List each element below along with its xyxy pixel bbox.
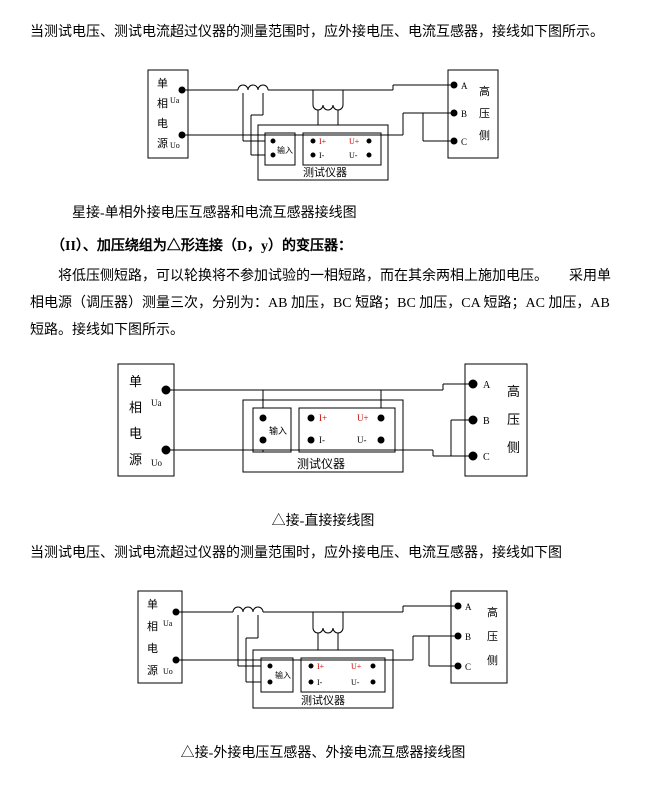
d2-ip: I+ xyxy=(319,413,327,423)
d1-hv-l1: 高 xyxy=(479,84,490,98)
diagram-1-caption: 星接-单相外接电压互感器和电流互感器接线图 xyxy=(72,201,616,228)
diagram-1: 单 相 电 源 Ua Uo 高 压 侧 A B C 测试仪器 输入 I+ I- … xyxy=(30,55,616,196)
d3-src-l2: 相 xyxy=(147,620,158,633)
para-after-d2: 当测试电压、测试电流超过仪器的测量范围时，应外接电压、电流互感器，接线如下图 xyxy=(30,541,616,568)
d2-in: 输入 xyxy=(269,425,287,436)
d3-tester-label: 测试仪器 xyxy=(301,694,345,707)
d2-hv-l1: 高 xyxy=(507,384,520,399)
d1-in: 输入 xyxy=(277,145,293,155)
d1-src-l4: 源 xyxy=(157,136,168,150)
d1-hv-l2: 压 xyxy=(479,107,490,120)
d2-a: A xyxy=(483,380,491,391)
diagram-2: 单 相 电 源 Ua Uo 高 压 侧 A B C 测试仪器 输入 I+ I- … xyxy=(30,352,616,503)
d2-uo: Uo xyxy=(151,458,162,468)
d1-c: C xyxy=(461,137,467,147)
d3-in: 输入 xyxy=(275,670,291,680)
diagram-2-caption: △接-直接接线图 xyxy=(30,509,616,536)
d2-b: B xyxy=(483,416,490,427)
d2-tester-label: 测试仪器 xyxy=(297,456,345,471)
d1-src-l1: 单 xyxy=(157,77,168,90)
d3-uo: Uo xyxy=(163,667,173,676)
d3-src-l4: 源 xyxy=(147,663,158,677)
d1-up: U+ xyxy=(349,137,360,146)
d3-im: I- xyxy=(317,678,323,687)
d1-ip: I+ xyxy=(319,137,327,146)
section-2-paragraph: 将低压侧短路，可以轮换将不参加试验的一相短路，而在其余两相上施加电压。 采用单相… xyxy=(30,264,616,344)
d2-c: C xyxy=(483,452,490,463)
d3-c: C xyxy=(465,662,471,672)
d3-up: U+ xyxy=(351,662,362,671)
d1-src-l2: 相 xyxy=(157,97,168,110)
d3-a: A xyxy=(465,602,472,612)
d1-src-l3: 电 xyxy=(157,117,168,130)
d2-up: U+ xyxy=(357,413,369,423)
d1-hv-l3: 侧 xyxy=(479,129,490,142)
intro-paragraph: 当测试电压、测试电流超过仪器的测量范围时，应外接电压、电流互感器，接线如下图所示… xyxy=(30,20,616,47)
d1-a: A xyxy=(461,81,468,91)
d2-im: I- xyxy=(319,435,325,445)
d3-hv-l2: 压 xyxy=(487,630,498,643)
d2-hv-l3: 侧 xyxy=(507,440,520,455)
section-2-heading: （II）、加压绕组为△形连接（D，y）的变压器： xyxy=(51,234,616,261)
d1-uo: Uo xyxy=(170,141,180,150)
d2-src-l2: 相 xyxy=(129,400,142,415)
d3-b: B xyxy=(465,632,471,642)
d3-hv-l3: 侧 xyxy=(487,654,498,667)
d3-hv-l1: 高 xyxy=(487,605,498,619)
d2-src-l1: 单 xyxy=(129,374,142,389)
d3-src-l1: 单 xyxy=(147,598,158,611)
d2-src-l4: 源 xyxy=(129,452,142,467)
d2-hv-l2: 压 xyxy=(507,412,520,427)
d1-im: I- xyxy=(319,151,325,160)
d1-ua: Ua xyxy=(170,96,180,105)
d2-src-l3: 电 xyxy=(129,426,142,441)
d3-um: U- xyxy=(351,678,360,687)
diagram-3-caption: △接-外接电压互感器、外接电流互感器接线图 xyxy=(30,741,616,768)
d1-b: B xyxy=(461,109,467,119)
d3-ip: I+ xyxy=(317,662,325,671)
d1-tester-label: 测试仪器 xyxy=(303,166,347,179)
d3-ua: Ua xyxy=(163,619,173,628)
d2-um: U- xyxy=(357,435,367,445)
diagram-3: 单 相 电 源 Ua Uo 高 压 侧 A B C 测试仪器 输入 I+ I- … xyxy=(30,576,616,727)
d3-src-l3: 电 xyxy=(147,642,158,655)
d2-ua: Ua xyxy=(151,398,162,408)
d1-um: U- xyxy=(349,151,358,160)
